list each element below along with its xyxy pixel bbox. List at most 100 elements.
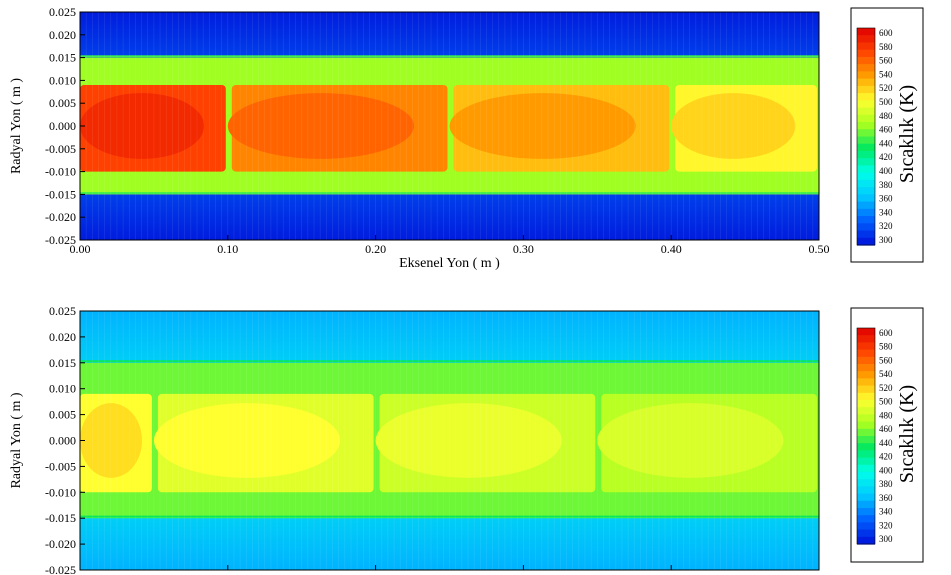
colorbar-title: Sıcaklık (K) xyxy=(896,385,918,483)
colorbar-swatch xyxy=(857,385,875,394)
colorbar-swatch xyxy=(857,508,875,516)
colorbar-label: 600 xyxy=(879,28,893,38)
y-axis-label: Radyal Yon ( m ) xyxy=(9,78,24,174)
colorbar-swatch xyxy=(857,230,875,239)
x-tick-label: 0.90 xyxy=(661,572,682,575)
colorbar-swatch xyxy=(857,179,875,188)
annulus-edge-bottom xyxy=(80,515,819,518)
y-tick-label: 0.005 xyxy=(49,96,76,110)
colorbar-swatch xyxy=(857,42,875,51)
y-tick-label: 0.010 xyxy=(49,73,76,87)
colorbar-swatch xyxy=(857,486,875,495)
colorbar-swatch xyxy=(857,457,875,466)
x-tick-label: 1.00 xyxy=(809,572,830,575)
colorbar-swatch xyxy=(857,436,875,444)
core-plume xyxy=(80,93,205,159)
colorbar-swatch xyxy=(857,472,875,480)
colorbar-swatch xyxy=(857,201,875,210)
y-axis-label: Radyal Yon ( m ) xyxy=(9,392,24,488)
colorbar-swatch xyxy=(857,500,875,509)
colorbar-label: 440 xyxy=(879,138,893,148)
x-tick-label: 0.00 xyxy=(70,242,91,256)
colorbar-label: 460 xyxy=(879,125,893,135)
y-tick-label: -0.005 xyxy=(45,142,76,156)
colorbar-swatch xyxy=(857,194,875,203)
y-tick-label: 0.005 xyxy=(49,408,76,422)
colorbar-swatch xyxy=(857,64,875,72)
y-tick-label: 0.000 xyxy=(49,434,76,448)
colorbar-outline xyxy=(856,327,876,545)
colorbar-label: 380 xyxy=(879,479,893,489)
colorbar-swatch xyxy=(857,392,875,401)
colorbar-swatch xyxy=(857,129,875,138)
colorbar-outline xyxy=(856,27,876,246)
y-tick-label: 0.025 xyxy=(49,304,76,318)
x-tick-label: 0.30 xyxy=(513,242,534,256)
temperature-field xyxy=(80,311,819,570)
x-tick-label: 0.50 xyxy=(809,242,830,256)
y-tick-label: 0.010 xyxy=(49,382,76,396)
y-tick-label: -0.015 xyxy=(45,511,76,525)
colorbar-swatch xyxy=(857,107,875,116)
x-tick-label: 0.40 xyxy=(661,242,682,256)
colorbar-label: 600 xyxy=(879,328,893,338)
colorbar-label: 560 xyxy=(879,56,893,66)
colorbar-swatch xyxy=(857,356,875,365)
colorbar-swatch xyxy=(857,78,875,87)
y-tick-label: -0.015 xyxy=(45,187,76,201)
colorbar-label: 400 xyxy=(879,465,893,475)
y-tick-label: 0.020 xyxy=(49,330,76,344)
colorbar-label: 480 xyxy=(879,111,893,121)
colorbar-swatch xyxy=(857,216,875,224)
colorbar-swatch xyxy=(857,85,875,94)
colorbar-label: 340 xyxy=(879,507,893,517)
colorbar-swatch xyxy=(857,400,875,408)
x-tick-label: 0.80 xyxy=(513,572,534,575)
colorbar-swatch xyxy=(857,56,875,65)
colorbar-swatch xyxy=(857,536,875,545)
y-tick-label: -0.025 xyxy=(45,233,76,247)
colorbar-swatch xyxy=(857,150,875,159)
colorbar-swatch xyxy=(857,421,875,430)
colorbar-label: 340 xyxy=(879,207,893,217)
colorbar-swatch xyxy=(857,158,875,167)
colorbar-swatch xyxy=(857,328,875,336)
colorbar-label: 500 xyxy=(879,97,893,107)
colorbar-swatch xyxy=(857,100,875,109)
y-tick-label: -0.020 xyxy=(45,210,76,224)
colorbar-swatch xyxy=(857,28,875,36)
colorbar-label: 320 xyxy=(879,221,893,231)
colorbar-swatch xyxy=(857,165,875,174)
y-tick-label: -0.010 xyxy=(45,165,76,179)
x-tick-label: 0.60 xyxy=(217,572,238,575)
colorbar-label: 540 xyxy=(879,369,893,379)
colorbar-swatch xyxy=(857,335,875,343)
colorbar-swatch xyxy=(857,172,875,181)
core-plume xyxy=(597,403,784,478)
colorbar-swatch xyxy=(857,493,875,502)
colorbar-label: 420 xyxy=(879,152,893,162)
x-tick-label: 0.50 xyxy=(70,572,91,575)
colorbar-swatch xyxy=(857,122,875,130)
y-tick-label: -0.005 xyxy=(45,459,76,473)
colorbar-label: 520 xyxy=(879,383,893,393)
colorbar-swatch xyxy=(857,479,875,487)
colorbar-swatch xyxy=(857,464,875,473)
y-tick-label: 0.020 xyxy=(49,28,76,42)
y-tick-label: 0.025 xyxy=(49,5,76,19)
colorbar-swatch xyxy=(857,237,875,246)
colorbar-label: 420 xyxy=(879,452,893,462)
colorbar-swatch xyxy=(857,428,875,437)
core-plume xyxy=(671,93,796,159)
colorbar-swatch xyxy=(857,35,875,44)
colorbar-swatch xyxy=(857,378,875,387)
core-plume xyxy=(153,403,341,478)
colorbar-swatch xyxy=(857,515,875,523)
x-axis-label: Eksenel Yon ( m ) xyxy=(399,256,500,271)
contour-plot-bottom: 0.50 0.60 0.70 0.80 0.90 1.00 0.025 0.020 0.015 0… xyxy=(9,304,924,575)
colorbar-swatch xyxy=(857,443,875,451)
y-tick-label: -0.025 xyxy=(45,563,76,575)
y-tick-label: -0.010 xyxy=(45,485,76,499)
colorbar-label: 540 xyxy=(879,69,893,79)
